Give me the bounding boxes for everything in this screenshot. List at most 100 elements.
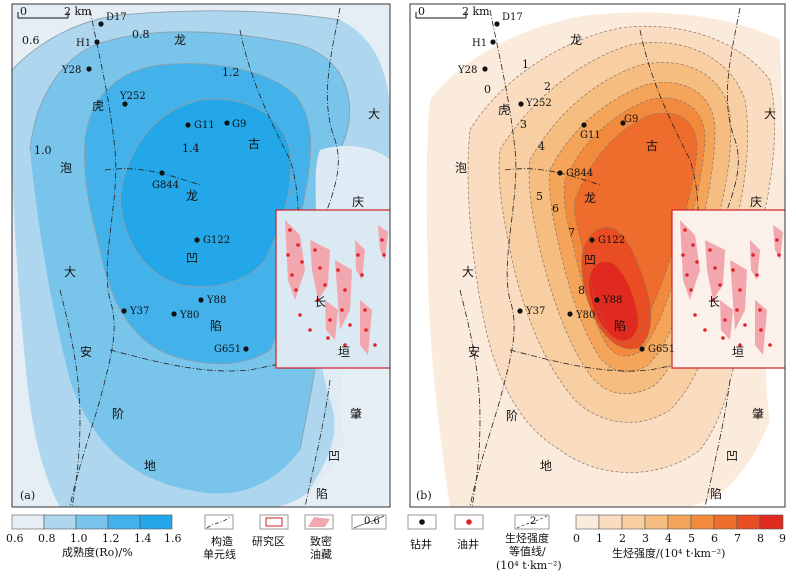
maturity-tick: 0.8 bbox=[38, 532, 56, 545]
region-char: 泡 bbox=[455, 161, 467, 175]
region-char: 陷 bbox=[210, 318, 222, 333]
wells-a: D17 H1 Y28 Y252 G11 G9 G844 G122 Y88 Y80… bbox=[61, 12, 249, 355]
region-char: 大 bbox=[64, 265, 76, 279]
region-char: 龙 bbox=[584, 191, 596, 205]
contour-label: 1.2 bbox=[222, 66, 240, 79]
region-char: 大 bbox=[764, 107, 776, 121]
region-char: 阶 bbox=[112, 407, 124, 421]
tectonic-line-label-1: 构造 bbox=[211, 534, 233, 548]
region-char: 地 bbox=[144, 459, 156, 473]
well-label: G9 bbox=[624, 114, 638, 125]
hc-isoline-label-2: 等值线/ bbox=[509, 544, 546, 558]
well-label: Y88 bbox=[206, 295, 226, 306]
hc-tick: 8 bbox=[757, 532, 764, 545]
well-label: G651 bbox=[648, 344, 675, 355]
legend-contour: 0.6 bbox=[351, 514, 387, 530]
region-char: 阶 bbox=[506, 409, 518, 423]
well-label: G9 bbox=[232, 119, 246, 130]
well-label: G11 bbox=[194, 120, 215, 131]
well-label: G122 bbox=[203, 235, 230, 246]
legend-drill-well: 钻井 bbox=[407, 514, 437, 551]
contour-label: 3 bbox=[520, 118, 527, 131]
hc-isoline-label-3: (10⁴ t·km⁻²) bbox=[496, 559, 562, 572]
contour-label: 1 bbox=[522, 58, 529, 71]
contour-label: 5 bbox=[536, 190, 543, 203]
maturity-tick: 1.0 bbox=[70, 532, 88, 545]
well-label: G844 bbox=[566, 168, 593, 179]
region-char: 安 bbox=[468, 344, 480, 359]
hc-tick: 4 bbox=[665, 532, 672, 545]
region-char: 龙 bbox=[570, 33, 582, 47]
region-char: 陷 bbox=[614, 318, 626, 333]
study-area-label: 研究区 bbox=[252, 534, 285, 548]
panel-a-map: 0 2 km 0.6 0.8 1.0 1.2 1.4 龙 虎 泡 大 安 阶 地… bbox=[11, 3, 391, 508]
region-char: 陷 bbox=[316, 486, 328, 501]
hc-tick: 7 bbox=[734, 532, 741, 545]
well-label: G11 bbox=[580, 130, 601, 141]
study-area-b bbox=[672, 210, 785, 368]
well-label: D17 bbox=[106, 12, 127, 23]
well-label: Y88 bbox=[602, 295, 622, 306]
hc-tick: 6 bbox=[711, 532, 718, 545]
region-char: 龙 bbox=[186, 189, 198, 203]
maturity-tick: 1.2 bbox=[102, 532, 120, 545]
region-char: 凹 bbox=[584, 253, 596, 267]
drill-well-label: 钻井 bbox=[410, 537, 432, 551]
well-label: Y80 bbox=[179, 310, 199, 321]
study-area-a bbox=[276, 210, 390, 368]
hc-isoline-label-1: 生烃强度 bbox=[505, 531, 549, 545]
region-char: 陷 bbox=[710, 486, 722, 501]
hc-tick: 9 bbox=[779, 532, 786, 545]
contour-label: 0.8 bbox=[132, 28, 150, 41]
hc-tick: 1 bbox=[596, 532, 603, 545]
contour-sample-value: 0.6 bbox=[364, 516, 380, 527]
tectonic-line-label-2: 单元线 bbox=[203, 547, 236, 561]
legend-study-area: 研究区 bbox=[252, 514, 289, 548]
region-char: 古 bbox=[646, 138, 658, 153]
legend-oil-well: 油井 bbox=[454, 514, 484, 551]
well-label: G122 bbox=[598, 235, 625, 246]
region-char: 长 bbox=[708, 295, 720, 309]
region-char: 凹 bbox=[186, 251, 198, 265]
maturity-tick: 0.6 bbox=[6, 532, 24, 545]
legend-tectonic-line: 构造 单元线 bbox=[203, 514, 236, 561]
hc-isoline-sample: 2 bbox=[530, 516, 536, 527]
wells-b: D17 H1 Y28 Y252 G11 G9 G844 G122 Y88 Y80… bbox=[457, 12, 675, 355]
hc-intensity-title: 生烃强度/(10⁴ t·km⁻²) bbox=[612, 546, 725, 560]
tight-oil-label-2: 油藏 bbox=[310, 547, 332, 561]
contour-label: 4 bbox=[538, 140, 545, 153]
scale-bar-a: 0 2 km bbox=[17, 5, 92, 19]
well-label: D17 bbox=[502, 12, 523, 23]
scale-label-b: 2 km bbox=[462, 5, 490, 18]
well-label: Y80 bbox=[575, 310, 595, 321]
well-label: Y28 bbox=[61, 65, 81, 76]
scale-zero-a: 0 bbox=[20, 5, 27, 18]
region-char: 泡 bbox=[60, 161, 72, 175]
maturity-colorbar: 0.6 0.8 1.0 1.2 1.4 1.6 成熟度(Ro)/% bbox=[6, 514, 182, 559]
region-char: 虎 bbox=[92, 99, 104, 113]
well-label: Y252 bbox=[525, 98, 552, 109]
contour-label: 0 bbox=[484, 83, 491, 96]
region-char: 大 bbox=[462, 265, 474, 279]
region-char: 肇 bbox=[350, 406, 362, 421]
region-char: 凹 bbox=[726, 449, 738, 463]
maturity-tick: 1.6 bbox=[164, 532, 182, 545]
panel-label-a: (a) bbox=[20, 489, 35, 502]
scale-zero-b: 0 bbox=[418, 5, 425, 18]
well-label: Y28 bbox=[457, 65, 477, 76]
hc-tick: 3 bbox=[642, 532, 649, 545]
well-label: Y252 bbox=[119, 91, 146, 102]
contour-label: 8 bbox=[578, 284, 585, 297]
oil-well-label: 油井 bbox=[457, 537, 479, 551]
region-char: 庆 bbox=[352, 195, 364, 209]
hc-tick: 2 bbox=[619, 532, 626, 545]
region-char: 凹 bbox=[328, 449, 340, 463]
region-char: 大 bbox=[368, 107, 380, 121]
legend-hc-isoline: 2 生烃强度 等值线/ (10⁴ t·km⁻²) bbox=[496, 514, 562, 572]
panel-b-map: 0 2 km 0 1 2 3 4 5 6 7 8 龙 虎 泡 大 安 阶 地 古… bbox=[409, 3, 786, 508]
contour-label: 0.6 bbox=[22, 34, 40, 47]
scale-label-a: 2 km bbox=[64, 5, 92, 18]
contour-label: 1.0 bbox=[34, 144, 52, 157]
